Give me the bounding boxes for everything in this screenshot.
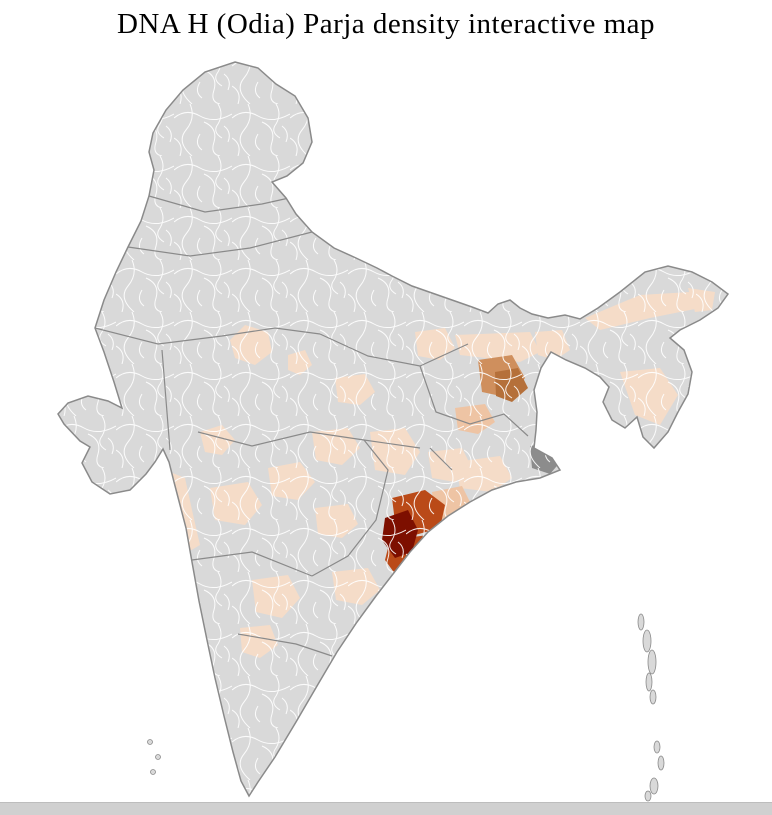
state-border-line xyxy=(311,439,389,577)
state-border-line xyxy=(94,327,321,345)
page-title: DNA H (Odia) Parja density interactive m… xyxy=(116,8,655,40)
horizontal-scrollbar[interactable] xyxy=(0,802,772,815)
state-border-line xyxy=(319,333,469,367)
island[interactable] xyxy=(642,629,652,653)
island[interactable] xyxy=(155,754,161,760)
lakshadweep-islands xyxy=(147,739,161,775)
island[interactable] xyxy=(645,672,653,692)
island[interactable] xyxy=(150,769,156,775)
state-border-line xyxy=(127,231,313,257)
island[interactable] xyxy=(647,649,657,675)
state-border-line xyxy=(419,365,529,437)
state-border-line xyxy=(197,431,421,449)
andaman-nicobar-islands xyxy=(637,613,665,802)
island[interactable] xyxy=(649,689,657,705)
district-boundaries-overlay xyxy=(58,62,728,796)
island[interactable] xyxy=(649,777,659,795)
state-borders xyxy=(94,195,529,657)
island[interactable] xyxy=(657,755,665,771)
island[interactable] xyxy=(637,613,645,631)
state-border-line xyxy=(161,349,171,451)
state-border-line xyxy=(191,551,313,577)
island[interactable] xyxy=(644,790,652,802)
state-border-line xyxy=(429,447,453,471)
state-border-line xyxy=(148,195,299,213)
density-layers xyxy=(58,62,728,796)
state-border-line xyxy=(237,633,333,657)
island[interactable] xyxy=(653,740,661,754)
island[interactable] xyxy=(147,739,153,745)
